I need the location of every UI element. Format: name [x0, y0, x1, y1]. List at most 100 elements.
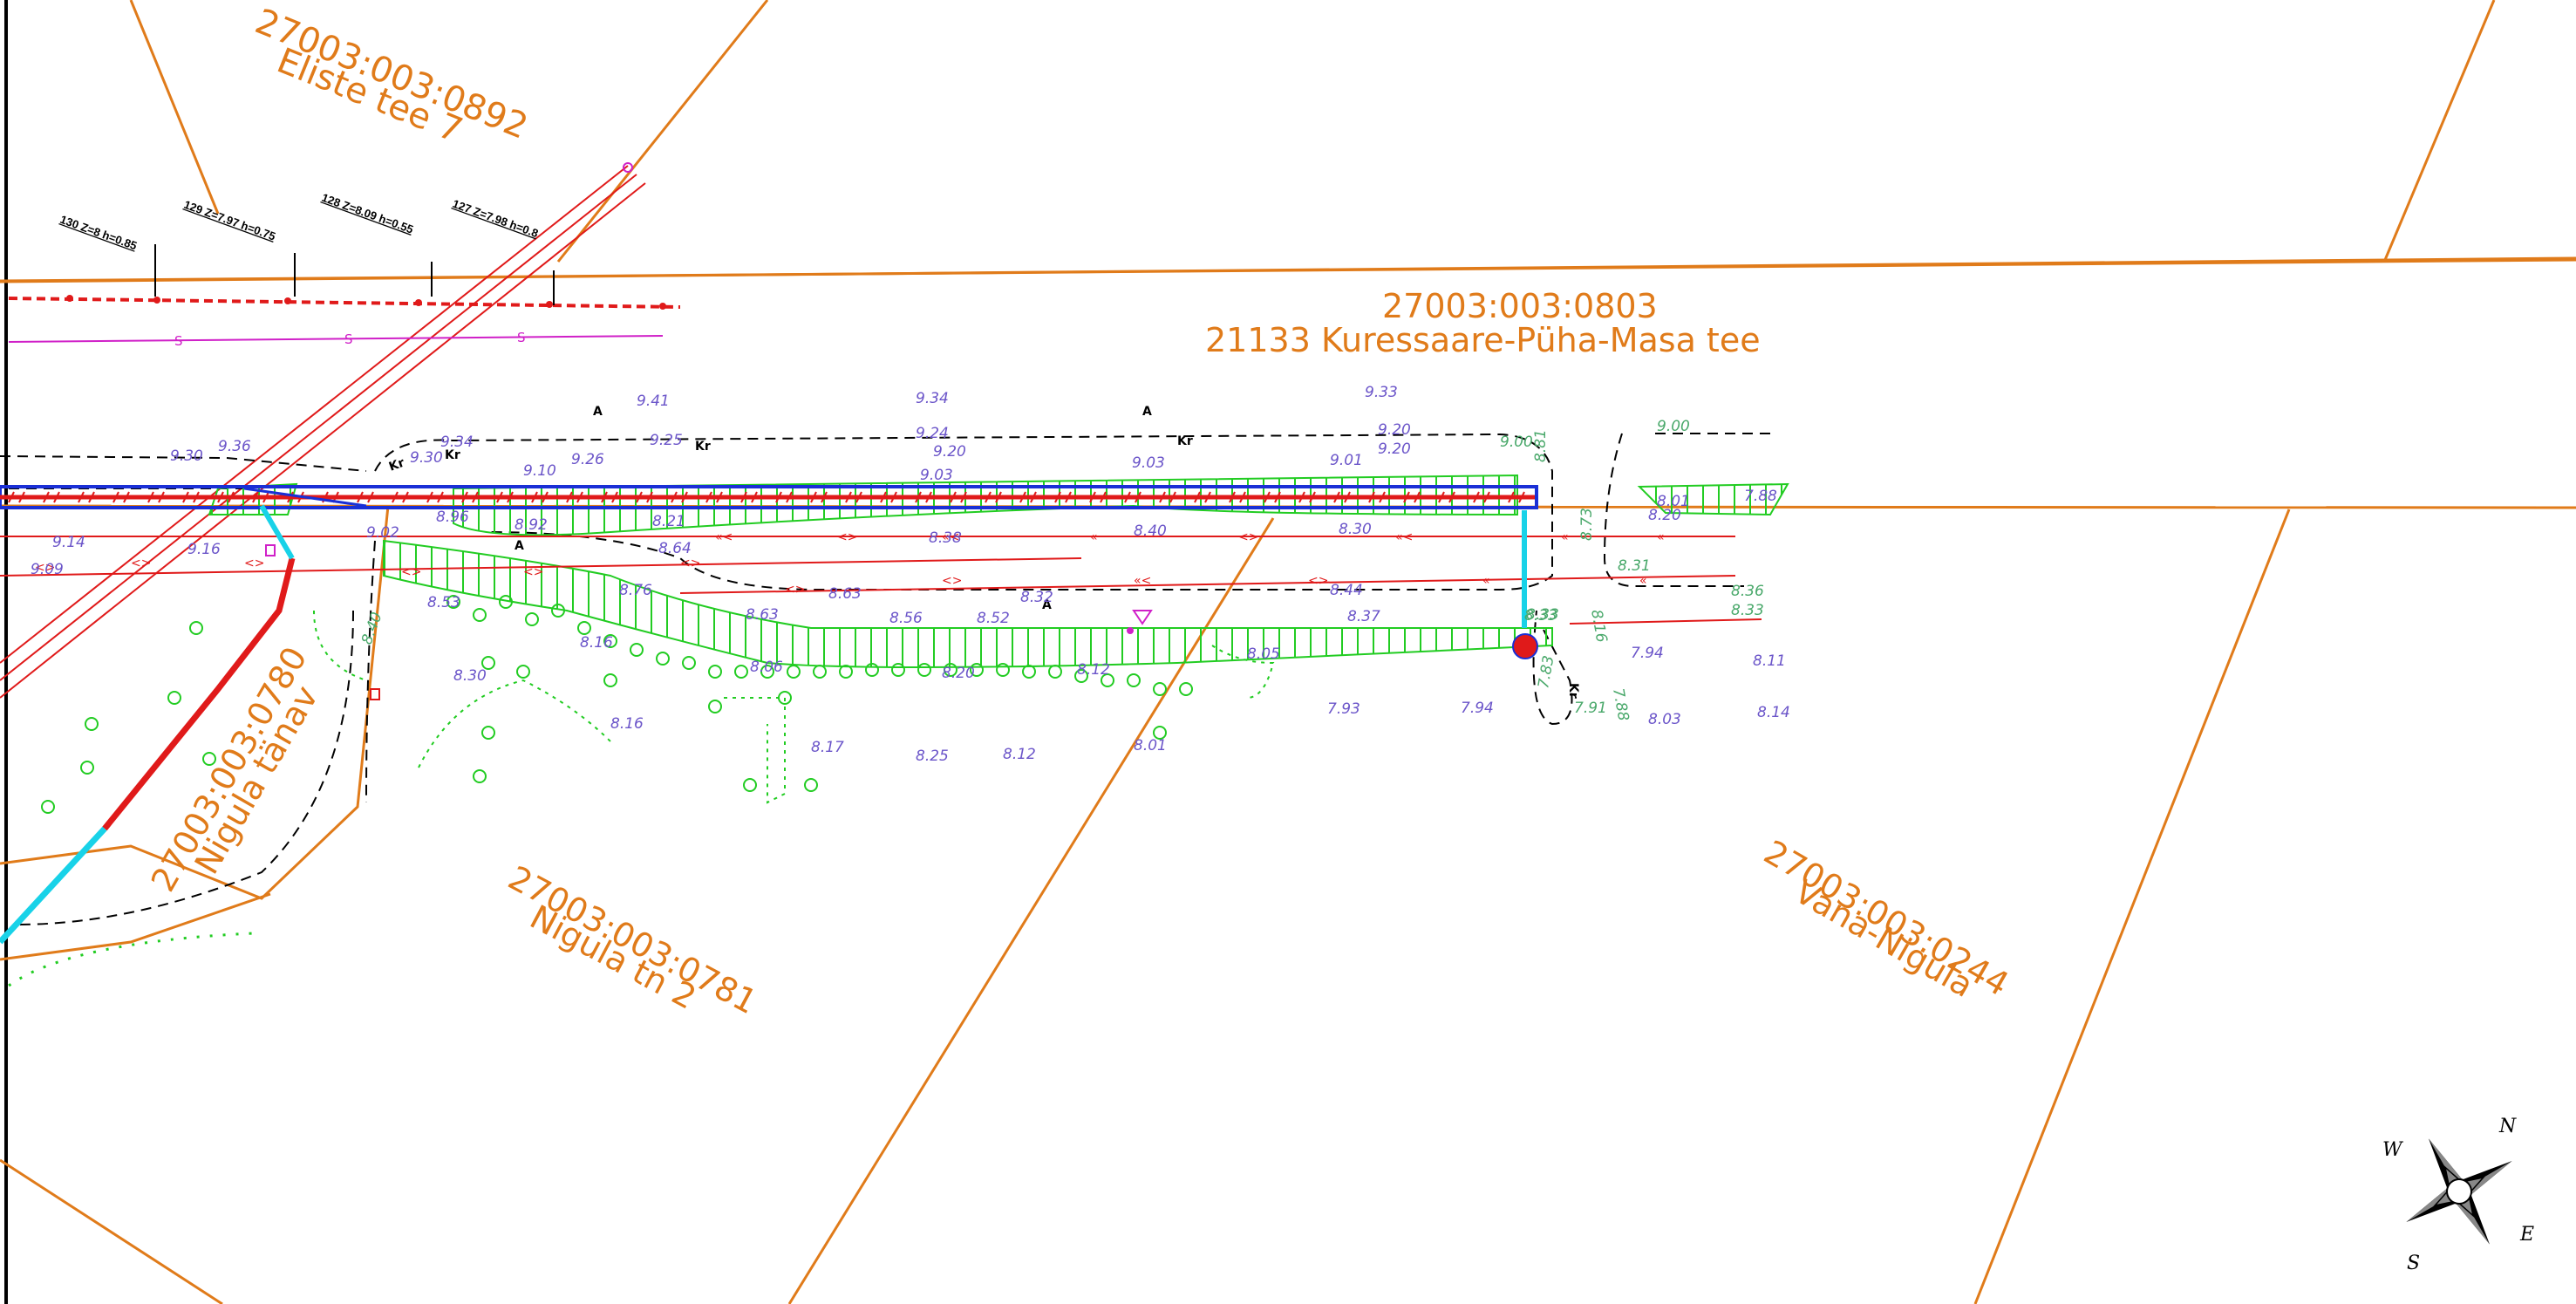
elevation-label: 8.63	[746, 606, 779, 624]
elevation-label: 8.40	[1134, 522, 1167, 540]
elevation-label: 9.20	[1378, 440, 1411, 458]
elevation-points: 9.41 9.34 9.33 9.25 9.24 9.20 9.20 9.20 …	[31, 384, 1790, 765]
svg-text:<>: <>	[35, 561, 55, 575]
svg-text:«<: «<	[1134, 574, 1151, 588]
survey-point	[1127, 627, 1134, 634]
elevation-label: 7.91	[1574, 700, 1607, 717]
svg-text:<>: <>	[523, 565, 543, 579]
pipe-red-main	[102, 557, 296, 831]
elevation-label: 8.56	[889, 610, 923, 627]
svg-text:A: A	[1042, 598, 1052, 612]
road-outlines	[0, 433, 1770, 925]
pipe-cyan	[0, 826, 107, 945]
elevation-label: 8.21	[652, 513, 685, 530]
elevation-label: 9.16	[187, 541, 221, 558]
elevation-label: 8.31	[1618, 557, 1651, 575]
svg-text:A: A	[593, 405, 603, 419]
borehole-label[interactable]: 127 Z=7.98 h=0.8	[451, 197, 540, 240]
elevation-label: 8.30	[1339, 521, 1372, 538]
svg-text:<>: <>	[131, 556, 151, 570]
hydrant-icon	[265, 544, 276, 556]
borehole-label[interactable]: 128 Z=8.09 h=0.55	[320, 191, 415, 236]
elevation-label: 8.01	[1657, 493, 1690, 510]
parcel-boundary	[0, 1158, 223, 1304]
svg-text:«: «	[1657, 530, 1665, 544]
elevation-label: 9.25	[650, 432, 683, 449]
sewer-label: S	[344, 331, 353, 347]
svg-text:«: «	[1482, 574, 1490, 588]
svg-text:«: «	[1090, 530, 1098, 544]
sewer-label: S	[174, 333, 183, 349]
elevation-label: 8.73	[1578, 508, 1596, 541]
elevation-label: 9.34	[916, 390, 949, 407]
elevation-label: 8.20	[1648, 507, 1681, 524]
elevation-label: 9.00	[1657, 418, 1690, 435]
compass-north: N	[2498, 1116, 2517, 1137]
svg-text:<>: <>	[942, 574, 962, 588]
elevation-label: 9.30	[410, 449, 443, 467]
elevation-label: 8.53	[427, 594, 460, 611]
elevation-label: 7.94	[1461, 700, 1494, 717]
elevation-label: 8.06	[750, 659, 783, 676]
elevation-label: 8.76	[619, 582, 652, 599]
pipe-cyan	[259, 504, 295, 560]
elevation-label: 8.96	[436, 509, 469, 526]
elevation-label: 8.33	[1524, 607, 1557, 625]
elevation-label: 9.24	[916, 425, 949, 442]
diagonal-pipeline	[0, 165, 646, 699]
elevation-label: 8.16	[1587, 608, 1610, 644]
svg-text:<>: <>	[401, 565, 421, 579]
elevation-label: 8.25	[916, 748, 949, 765]
elevation-label: 8.16	[580, 634, 613, 652]
elevation-label: 9.03	[920, 467, 953, 484]
elevation-label: 8.52	[977, 610, 1010, 627]
compass-south: S	[2407, 1253, 2420, 1274]
elevation-label: 8.11	[1753, 652, 1786, 670]
elevation-label: 9.01	[1330, 452, 1363, 469]
elevation-label: 9.20	[1378, 421, 1411, 439]
elevation-label: 8.33	[1526, 606, 1559, 624]
borehole-label[interactable]: 129 Z=7.97 h=0.75	[182, 198, 277, 243]
arrow-glyphs: «< <> «< « <> «< « « <> <> <> <> <> «< <> « « <> <> <…	[35, 530, 1665, 597]
parcel-boundary	[0, 892, 271, 961]
parcel-id[interactable]: 27003:003:0803	[1382, 287, 1658, 325]
elevation-label: 8.92	[515, 516, 548, 534]
elevation-label: 9.34	[440, 434, 474, 451]
vegetation-outlines	[313, 610, 1275, 804]
elevation-label: 8.12	[1077, 661, 1110, 679]
compass-rose-icon	[2406, 1138, 2512, 1245]
elevation-label: 7.83	[1535, 654, 1557, 690]
svg-text:A: A	[515, 539, 524, 553]
elevation-label: 8.05	[1247, 645, 1280, 663]
elevation-label: 7.88	[1609, 686, 1632, 722]
elevation-label: 9.10	[523, 462, 556, 480]
elevation-label: 9.33	[1365, 384, 1398, 401]
flow-arrows	[0, 536, 1762, 625]
parcel-name[interactable]: 21133 Kuressaare-Püha-Masa tee	[1205, 321, 1761, 359]
svg-text:Kr: Kr	[387, 456, 406, 474]
survey-marker	[1132, 610, 1153, 625]
svg-text:A: A	[1142, 405, 1152, 419]
elevation-label: 9.14	[52, 534, 85, 551]
water-channel	[0, 485, 1538, 509]
sewer-label: S	[517, 330, 526, 345]
svg-text:<>: <>	[1308, 574, 1328, 588]
map-symbols: A A A A Kr Kr Kr Kr Kr	[387, 405, 1580, 699]
parcel-boundary	[1973, 509, 2291, 1304]
svg-text:<>: <>	[1238, 530, 1258, 544]
elevation-label: 8.44	[1330, 582, 1363, 599]
valve-icon	[370, 688, 380, 700]
compass-east: E	[2519, 1224, 2534, 1246]
elevation-label: 8.32	[1020, 589, 1053, 606]
elevation-label: 9.09	[31, 561, 64, 578]
elevation-label: 8.81	[1532, 429, 1550, 462]
elevation-label: 9.02	[366, 524, 399, 542]
elevation-label: 8.37	[1347, 608, 1380, 625]
pipe-end-marker	[623, 162, 633, 173]
elevation-label: 9.03	[1132, 454, 1165, 472]
manhole[interactable]	[1512, 633, 1538, 659]
drain-line	[8, 297, 681, 309]
borehole-label[interactable]: 130 Z=8 h=0.85	[58, 213, 139, 253]
elevation-label: 8.03	[1648, 711, 1681, 728]
